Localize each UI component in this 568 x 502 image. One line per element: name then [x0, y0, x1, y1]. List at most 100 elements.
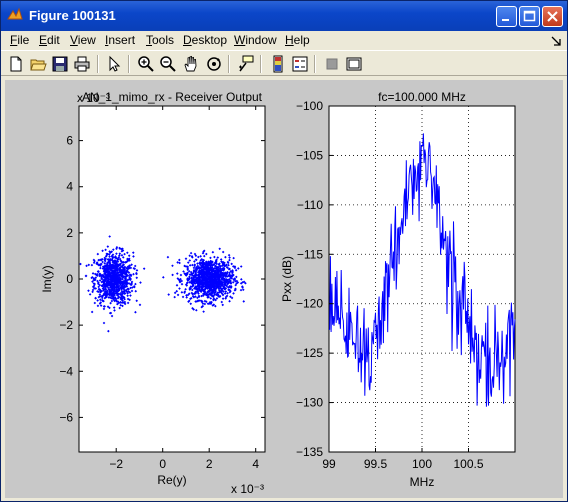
pan-hand-icon[interactable] [182, 55, 200, 73]
scatter-x-multiplier: x 10⁻³ [231, 482, 264, 496]
scatter-point [186, 293, 190, 297]
scatter-point [121, 266, 125, 270]
scatter-point [108, 311, 112, 315]
menu-help[interactable]: Help [285, 33, 310, 47]
scatter-point [221, 303, 225, 307]
rotate-3d-icon[interactable] [205, 55, 223, 73]
toolbar-separator [128, 55, 130, 73]
scatter-point [108, 282, 112, 285]
scatter-point [121, 270, 125, 273]
scatter-point [184, 287, 187, 291]
scatter-point [242, 300, 246, 303]
scatter-point [104, 285, 108, 288]
zoom-in-icon[interactable] [137, 55, 155, 73]
scatter-point [135, 269, 139, 272]
scatter-point [208, 283, 212, 286]
close-button[interactable] [542, 6, 563, 27]
scatter-point [202, 270, 205, 274]
scatter-point [103, 284, 106, 288]
scatter-point [121, 304, 124, 308]
hide-plot-tools-icon[interactable] [323, 55, 341, 73]
scatter-point [118, 282, 122, 285]
scatter-point [219, 267, 222, 271]
scatter-ylabel: Im(y) [40, 265, 54, 292]
scatter-point [92, 277, 96, 280]
maximize-button[interactable] [519, 6, 540, 27]
scatter-point [214, 271, 218, 275]
scatter-point [222, 267, 226, 271]
scatter-point [110, 286, 114, 290]
scatter-point [111, 294, 115, 297]
scatter-point [183, 291, 186, 295]
scatter-point [91, 280, 94, 283]
scatter-point [109, 283, 113, 286]
scatter-point [98, 288, 102, 292]
menu-view[interactable]: View [70, 33, 96, 47]
scatter-point [108, 257, 112, 261]
scatter-point [202, 292, 206, 295]
scatter-point [198, 268, 202, 272]
scatter-point [107, 296, 111, 299]
scatter-point [91, 288, 95, 292]
scatter-point [108, 263, 111, 267]
menu-file[interactable]: File [10, 33, 30, 47]
scatter-point [114, 264, 118, 268]
save-icon[interactable] [51, 55, 69, 73]
show-plot-tools-icon[interactable] [345, 55, 363, 73]
psd-y-tick-label: −130 [296, 396, 323, 410]
scatter-point [219, 258, 223, 261]
scatter-point [212, 303, 216, 306]
scatter-point [197, 295, 201, 299]
scatter-point [182, 270, 185, 273]
scatter-point [108, 266, 111, 270]
scatter-point [196, 288, 199, 292]
figure-canvas: −2 0 2 4 −6 −4 −2 0 2 4 6 x 10⁻³ AN_1_mimo_rx - R… [5, 80, 563, 498]
legend-icon[interactable] [291, 55, 309, 73]
scatter-point [202, 254, 206, 258]
scatter-point [200, 300, 204, 303]
scatter-point [116, 260, 120, 263]
scatter-point [132, 267, 136, 270]
scatter-point [107, 280, 111, 283]
scatter-point [218, 269, 222, 273]
print-icon[interactable] [73, 55, 91, 73]
scatter-point [214, 264, 218, 268]
minimize-button[interactable] [496, 6, 517, 27]
scatter-y-tick-label: −2 [59, 318, 73, 332]
colorbar-icon[interactable] [269, 55, 287, 73]
scatter-point [207, 275, 211, 278]
scatter-point [109, 278, 113, 282]
scatter-point [202, 268, 206, 272]
scatter-point [190, 277, 193, 280]
scatter-point [133, 285, 136, 289]
scatter-point [125, 280, 128, 283]
dock-arrow-icon[interactable] [549, 34, 563, 48]
scatter-xlabel: Re(y) [157, 473, 186, 487]
scatter-point [183, 264, 186, 268]
menu-desktop[interactable]: Desktop [183, 33, 228, 47]
scatter-point [116, 288, 120, 291]
scatter-point [223, 273, 226, 277]
new-figure-icon[interactable] [7, 55, 25, 73]
select-arrow-icon[interactable] [105, 55, 123, 73]
scatter-point [201, 273, 204, 276]
menu-tools[interactable]: Tools [146, 33, 175, 47]
scatter-point [213, 283, 217, 287]
scatter-point [108, 255, 111, 258]
menu-window[interactable]: Window [234, 33, 277, 47]
scatter-point [120, 253, 124, 257]
scatter-point [102, 288, 106, 291]
menu-edit[interactable]: Edit [39, 33, 60, 47]
zoom-out-icon[interactable] [159, 55, 177, 73]
scatter-point [219, 281, 222, 284]
open-folder-icon[interactable] [29, 55, 47, 73]
scatter-point [204, 280, 207, 284]
scatter-point [103, 280, 107, 283]
scatter-point [95, 262, 98, 266]
scatter-point [226, 291, 229, 295]
title-bar[interactable]: Figure 100131 [1, 1, 567, 31]
menu-insert[interactable]: Insert [105, 33, 136, 47]
scatter-point [118, 276, 122, 279]
data-cursor-icon[interactable] [237, 55, 255, 73]
scatter-point [129, 294, 132, 297]
